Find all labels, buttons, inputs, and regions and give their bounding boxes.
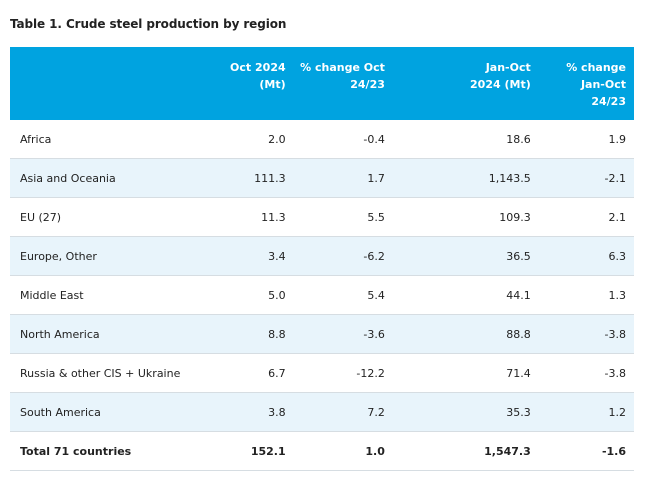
oct-change-cell: -0.4 (293, 120, 393, 159)
region-cell: Total 71 countries (10, 431, 208, 471)
jan-oct-change-cell: -1.6 (538, 431, 634, 471)
table-row: Russia & other CIS + Ukraine 6.7 -12.2 7… (10, 353, 634, 393)
total-row: Total 71 countries 152.1 1.0 1,547.3 -1.… (10, 431, 634, 471)
jan-oct-value-cell: 109.3 (392, 197, 539, 237)
header-oct-2024-line1: Oct 2024 (230, 61, 286, 74)
region-cell: Europe, Other (10, 236, 208, 276)
jan-oct-change-cell: 1.9 (538, 120, 634, 159)
region-cell: Asia and Oceania (10, 158, 208, 198)
jan-oct-change-cell: 6.3 (538, 236, 634, 276)
table-header-row: Oct 2024 (Mt) % change Oct 24/23 Jan-Oct… (10, 47, 634, 120)
table-row: Asia and Oceania 111.3 1.7 1,143.5 -2.1 (10, 158, 634, 198)
jan-oct-value-cell: 71.4 (392, 353, 539, 393)
header-jan-oct-2024: Jan-Oct 2024 (Mt) (393, 47, 539, 120)
header-change-oct-line2: 24/23 (350, 78, 385, 91)
header-change-jan-oct-line1: % change (566, 61, 626, 74)
oct-change-cell: 5.5 (293, 197, 393, 237)
table-row: South America 3.8 7.2 35.3 1.2 (10, 392, 634, 432)
region-cell: Middle East (10, 275, 208, 315)
jan-oct-value-cell: 1,143.5 (392, 158, 539, 198)
oct-value-cell: 3.8 (207, 392, 294, 432)
jan-oct-value-cell: 88.8 (392, 314, 539, 354)
header-region (10, 47, 208, 120)
table-row: EU (27) 11.3 5.5 109.3 2.1 (10, 197, 634, 237)
oct-value-cell: 3.4 (207, 236, 294, 276)
table-row: Africa 2.0 -0.4 18.6 1.9 (10, 120, 634, 159)
jan-oct-change-cell: -3.8 (538, 353, 634, 393)
header-change-oct-line1: % change Oct (300, 61, 385, 74)
region-cell: North America (10, 314, 208, 354)
oct-value-cell: 8.8 (207, 314, 294, 354)
jan-oct-change-cell: 1.2 (538, 392, 634, 432)
oct-value-cell: 11.3 (207, 197, 294, 237)
region-cell: South America (10, 392, 208, 432)
table-row: Middle East 5.0 5.4 44.1 1.3 (10, 275, 634, 315)
header-jan-oct-2024-line1: Jan-Oct (485, 61, 531, 74)
oct-value-cell: 2.0 (207, 120, 294, 159)
header-oct-2024-line2: (Mt) (259, 78, 286, 91)
oct-change-cell: 7.2 (293, 392, 393, 432)
oct-value-cell: 6.7 (207, 353, 294, 393)
jan-oct-change-cell: -3.8 (538, 314, 634, 354)
jan-oct-change-cell: 2.1 (538, 197, 634, 237)
jan-oct-value-cell: 18.6 (392, 120, 539, 159)
oct-change-cell: 5.4 (293, 275, 393, 315)
region-cell: Russia & other CIS + Ukraine (10, 353, 208, 393)
oct-value-cell: 111.3 (207, 158, 294, 198)
oct-change-cell: 1.7 (293, 158, 393, 198)
oct-value-cell: 152.1 (207, 431, 294, 471)
header-change-jan-oct-line2: Jan-Oct (580, 78, 626, 91)
jan-oct-value-cell: 36.5 (392, 236, 539, 276)
oct-change-cell: -6.2 (293, 236, 393, 276)
table-title: Table 1. Crude steel production by regio… (10, 17, 287, 31)
oct-change-cell: -3.6 (293, 314, 393, 354)
jan-oct-change-cell: -2.1 (538, 158, 634, 198)
oct-value-cell: 5.0 (207, 275, 294, 315)
table-row: North America 8.8 -3.6 88.8 -3.8 (10, 314, 634, 354)
oct-change-cell: 1.0 (293, 431, 393, 471)
steel-production-table: Oct 2024 (Mt) % change Oct 24/23 Jan-Oct… (10, 47, 634, 471)
header-change-jan-oct: % change Jan-Oct 24/23 (539, 47, 634, 120)
jan-oct-value-cell: 1,547.3 (392, 431, 539, 471)
region-cell: Africa (10, 120, 208, 159)
region-cell: EU (27) (10, 197, 208, 237)
jan-oct-value-cell: 44.1 (392, 275, 539, 315)
header-jan-oct-2024-line2: 2024 (Mt) (470, 78, 531, 91)
oct-change-cell: -12.2 (293, 353, 393, 393)
jan-oct-change-cell: 1.3 (538, 275, 634, 315)
header-change-oct: % change Oct 24/23 (294, 47, 393, 120)
table-row: Europe, Other 3.4 -6.2 36.5 6.3 (10, 236, 634, 276)
header-change-jan-oct-line3: 24/23 (591, 95, 626, 108)
header-oct-2024: Oct 2024 (Mt) (208, 47, 294, 120)
jan-oct-value-cell: 35.3 (392, 392, 539, 432)
